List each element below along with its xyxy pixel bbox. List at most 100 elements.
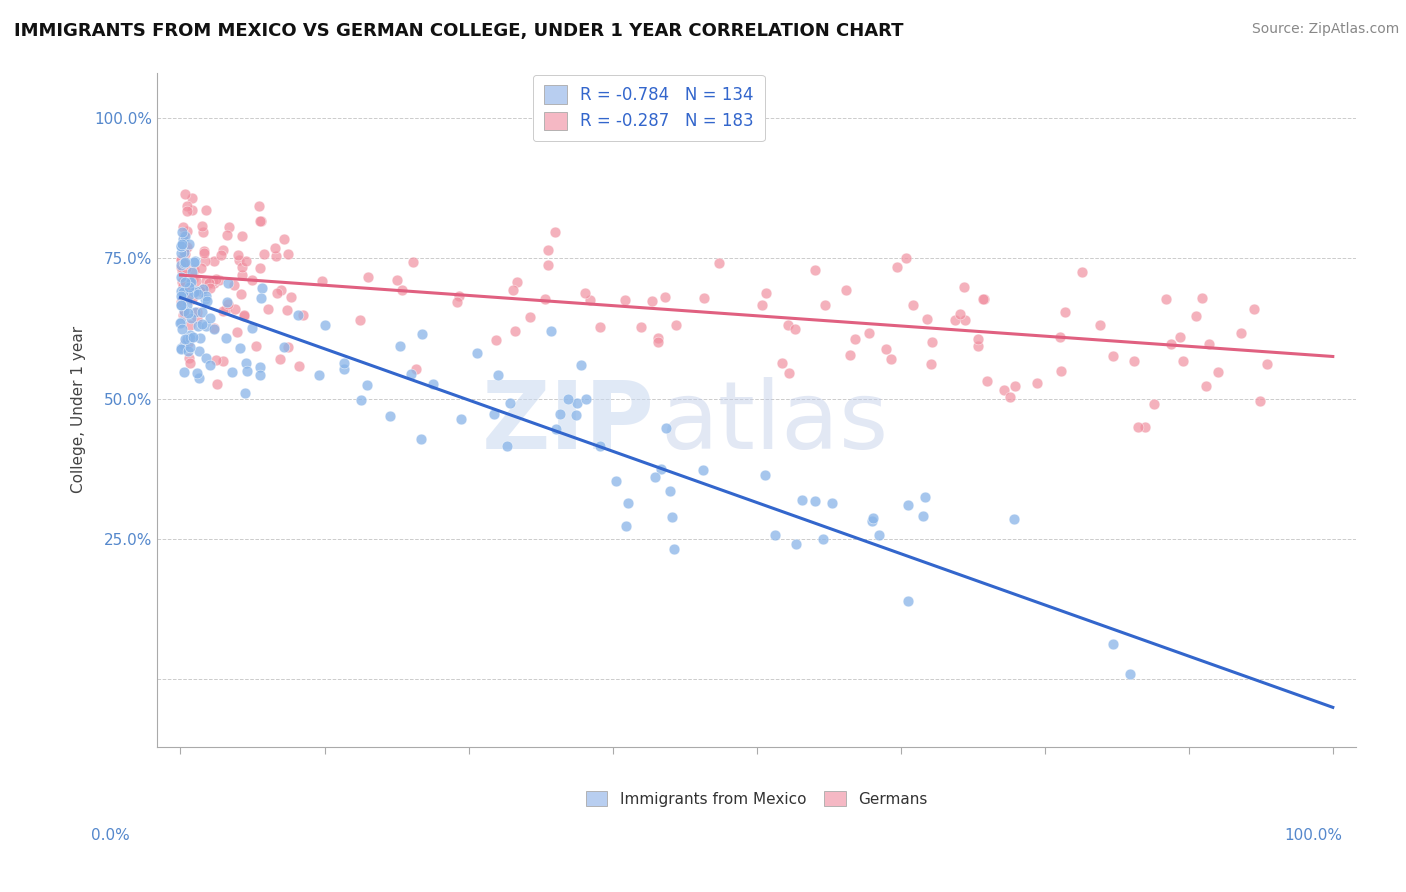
Point [187, 319, 209, 334]
Point [804, 263, 827, 277]
Point [647, 335, 669, 350]
Point [173, 304, 195, 318]
Point [169, 253, 191, 268]
Point [169, 341, 191, 355]
Point [751, 298, 773, 312]
Point [897, 498, 920, 512]
Point [169, 239, 191, 253]
Point [170, 264, 193, 278]
Point [973, 292, 995, 306]
Point [269, 352, 291, 367]
Point [953, 313, 976, 327]
Point [183, 255, 205, 269]
Point [249, 368, 271, 383]
Point [785, 322, 807, 336]
Point [548, 407, 571, 421]
Point [249, 260, 271, 275]
Point [180, 275, 202, 289]
Point [174, 285, 197, 299]
Point [179, 328, 201, 343]
Point [1122, 354, 1144, 368]
Point [1088, 318, 1111, 332]
Point [917, 312, 939, 326]
Point [588, 439, 610, 453]
Point [173, 245, 195, 260]
Point [912, 508, 935, 523]
Point [778, 366, 800, 380]
Point [1249, 393, 1271, 408]
Point [886, 260, 908, 274]
Point [215, 331, 238, 345]
Point [665, 318, 688, 332]
Point [333, 356, 356, 370]
Point [174, 229, 197, 244]
Point [252, 280, 274, 294]
Point [1054, 305, 1077, 319]
Point [240, 321, 263, 335]
Point [405, 362, 427, 376]
Point [193, 244, 215, 259]
Point [195, 293, 218, 308]
Point [229, 341, 252, 355]
Point [273, 340, 295, 354]
Point [179, 236, 201, 251]
Point [173, 365, 195, 379]
Point [186, 310, 208, 325]
Point [181, 292, 204, 306]
Point [692, 291, 714, 305]
Point [172, 275, 194, 289]
Point [658, 483, 681, 498]
Point [181, 271, 204, 285]
Point [177, 287, 200, 301]
Point [249, 214, 271, 228]
Point [179, 331, 201, 345]
Point [242, 273, 264, 287]
Point [228, 253, 250, 268]
Point [1230, 326, 1253, 340]
Point [349, 392, 371, 407]
Point [1119, 666, 1142, 681]
Point [217, 276, 239, 290]
Point [194, 318, 217, 333]
Point [537, 243, 560, 257]
Point [235, 356, 257, 370]
Point [1049, 364, 1071, 378]
Point [181, 265, 204, 279]
Point [692, 463, 714, 477]
Point [650, 462, 672, 476]
Point [605, 475, 627, 489]
Point [173, 306, 195, 320]
Point [176, 224, 198, 238]
Point [1133, 419, 1156, 434]
Point [465, 345, 488, 359]
Point [1102, 637, 1125, 651]
Point [188, 343, 211, 358]
Point [949, 308, 972, 322]
Point [499, 396, 522, 410]
Point [266, 285, 288, 300]
Point [172, 309, 194, 323]
Point [569, 359, 592, 373]
Point [173, 229, 195, 244]
Point [998, 390, 1021, 404]
Point [972, 292, 994, 306]
Point [333, 361, 356, 376]
Point [814, 297, 837, 311]
Point [181, 191, 204, 205]
Point [177, 306, 200, 320]
Point [217, 228, 239, 243]
Point [647, 331, 669, 345]
Point [170, 239, 193, 253]
Point [264, 249, 287, 263]
Point [174, 336, 197, 351]
Point [292, 308, 315, 322]
Point [640, 293, 662, 308]
Point [235, 254, 257, 268]
Point [503, 324, 526, 338]
Point [311, 274, 333, 288]
Point [173, 242, 195, 256]
Point [191, 318, 214, 332]
Point [409, 432, 432, 446]
Point [486, 368, 509, 383]
Point [170, 295, 193, 310]
